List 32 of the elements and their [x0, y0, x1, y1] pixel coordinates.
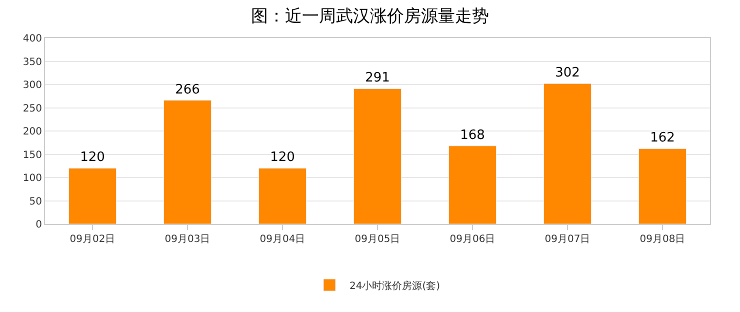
bar	[448, 146, 496, 224]
y-tick-label: 50	[29, 196, 42, 208]
data-label: 302	[555, 66, 580, 81]
bar	[258, 168, 306, 224]
chart-title: 图：近一周武汉涨价房源量走势	[251, 6, 489, 26]
x-tick-label: 09月08日	[640, 234, 686, 245]
bar	[164, 100, 212, 224]
x-tick-label: 09月05日	[354, 234, 400, 245]
data-label: 120	[270, 150, 295, 166]
data-label: 168	[460, 128, 485, 143]
x-tick-label: 09月06日	[450, 234, 496, 245]
x-tick-label: 09月04日	[260, 234, 306, 245]
x-tick-label: 09月03日	[164, 234, 210, 245]
bar	[544, 83, 592, 224]
data-label: 266	[175, 82, 200, 98]
y-tick-label: 250	[22, 103, 42, 114]
y-tick-label: 400	[22, 34, 42, 44]
y-tick-label: 150	[22, 150, 42, 161]
y-tick-label: 350	[22, 56, 42, 68]
data-label: 291	[365, 70, 390, 86]
y-tick-label: 100	[22, 173, 42, 184]
legend-label: 24小时涨价房源(套)	[350, 280, 440, 292]
data-label: 120	[80, 150, 105, 166]
x-tick-label: 09月07日	[544, 234, 590, 245]
y-tick-label: 0	[36, 220, 42, 230]
bar	[638, 148, 686, 224]
y-tick-label: 200	[22, 126, 42, 138]
y-tick-label: 300	[22, 80, 42, 91]
bar	[354, 88, 402, 224]
x-tick-label: 09月02日	[70, 234, 116, 245]
data-label: 162	[650, 130, 675, 146]
bar	[68, 168, 116, 224]
